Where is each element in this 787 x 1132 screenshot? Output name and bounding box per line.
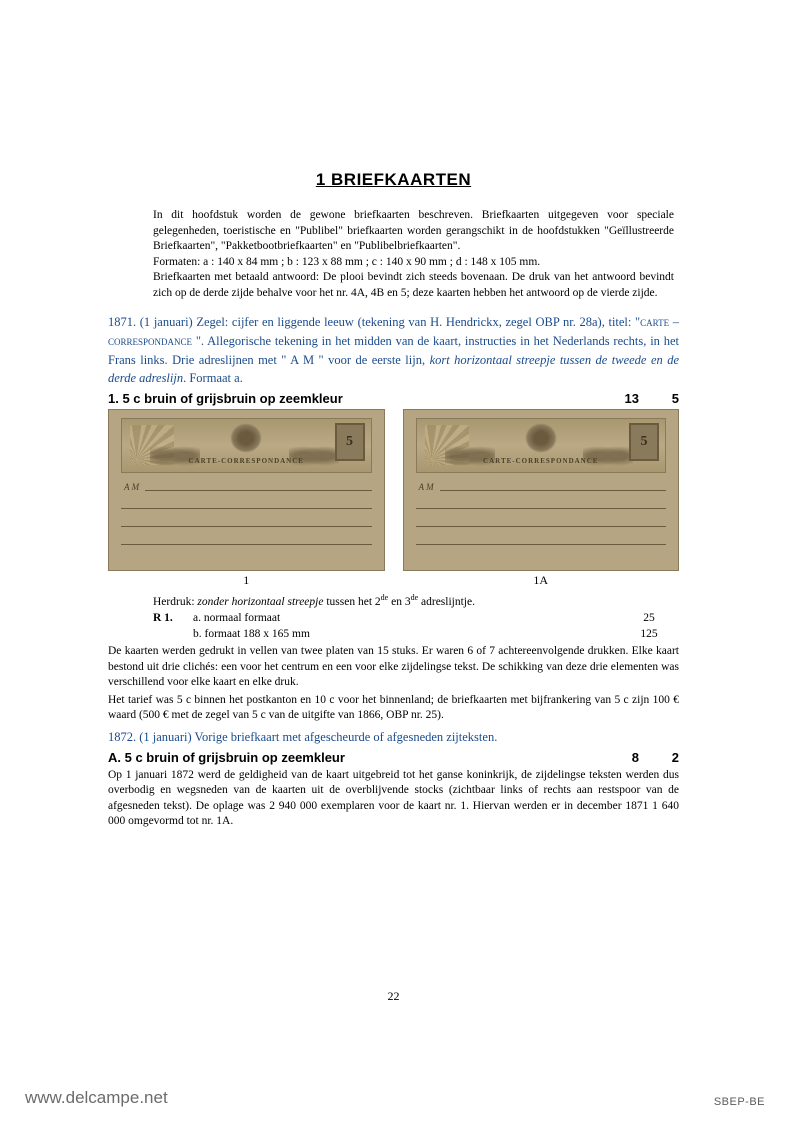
intro-p1: In dit hoofdstuk worden de gewone briefk… <box>153 208 674 255</box>
chapter-title: 1 BRIEFKAARTEN <box>108 170 679 190</box>
card-1-figures-left-icon <box>150 442 200 470</box>
section-1871-heading: 1871. (1 januari) Zegel: cijfer en ligge… <box>108 313 679 388</box>
card-1-line3 <box>121 526 372 527</box>
entry-1-num2: 5 <box>639 391 679 406</box>
para-tarif: Het tarief was 5 c binnen het postkanton… <box>108 693 679 724</box>
herdruk-rlabel: R 1. <box>153 610 193 626</box>
card-1a-caption: 1A <box>403 573 680 588</box>
para-after-cards: De kaarten werden gedrukt in vellen van … <box>108 644 679 691</box>
card-1a-header: 5 CARTE-CORRESPONDANCE <box>416 418 667 473</box>
card-1a-line1 <box>440 490 667 491</box>
card-image-1a: 5 CARTE-CORRESPONDANCE A M <box>403 409 680 571</box>
brand-label: SBEP-BE <box>714 1096 765 1108</box>
herdruk-b-text: b. formaat 188 x 165 mm <box>193 626 619 642</box>
herdruk-intro-c: en 3 <box>388 596 410 608</box>
heading-1871-p1: 1871. (1 januari) Zegel: cijfer en ligge… <box>108 315 640 329</box>
herdruk-intro-d: adreslijntje. <box>418 596 475 608</box>
watermark: www.delcampe.net <box>25 1088 168 1108</box>
card-1a-figures-right-icon <box>583 442 633 470</box>
cards-row: 5 CARTE-CORRESPONDANCE A M 1 <box>108 409 679 588</box>
card-1a-am-label: A M <box>419 482 434 492</box>
herdruk-row-b: b. formaat 188 x 165 mm 125 <box>153 626 679 642</box>
card-1-sidetext-right <box>375 418 382 562</box>
card-1a-banner-text: CARTE-CORRESPONDANCE <box>483 457 598 465</box>
card-1-line4 <box>121 544 372 545</box>
card-1a-figures-left-icon <box>445 442 495 470</box>
page-number: 22 <box>388 989 400 1004</box>
card-1-line2 <box>121 508 372 509</box>
herdruk-intro: Herdruk: zonder horizontaal streepje tus… <box>153 592 679 610</box>
entry-a-num2: 2 <box>639 750 679 765</box>
intro-block: In dit hoofdstuk worden de gewone briefk… <box>153 208 674 301</box>
card-1-header: 5 CARTE-CORRESPONDANCE <box>121 418 372 473</box>
entry-1-num1: 13 <box>589 391 639 406</box>
entry-a-label: A. 5 c bruin of grijsbruin op zeemkleur <box>108 750 589 765</box>
card-image-1: 5 CARTE-CORRESPONDANCE A M <box>108 409 385 571</box>
card-1-coat-of-arms-icon <box>230 423 262 453</box>
herdruk-a-val: 25 <box>619 610 679 626</box>
herdruk-a-text: a. normaal formaat <box>193 610 619 626</box>
card-1-figures-right-icon <box>289 442 339 470</box>
card-1-wrapper: 5 CARTE-CORRESPONDANCE A M 1 <box>108 409 385 588</box>
entry-a-num1: 8 <box>589 750 639 765</box>
herdruk-block: Herdruk: zonder horizontaal streepje tus… <box>153 592 679 642</box>
intro-p3: Briefkaarten met betaald antwoord: De pl… <box>153 270 674 301</box>
card-1a-line3 <box>416 526 667 527</box>
herdruk-intro-italic: zonder horizontaal streepje <box>197 596 323 608</box>
card-1-caption: 1 <box>108 573 385 588</box>
card-1-sidetext-left <box>111 418 118 562</box>
card-1a-line4 <box>416 544 667 545</box>
card-1-stamp-icon: 5 <box>335 423 365 461</box>
para-1872: Op 1 januari 1872 werd de geldigheid van… <box>108 768 679 830</box>
section-1872-heading: 1872. (1 januari) Vorige briefkaart met … <box>108 728 679 747</box>
heading-1871-p3: . Formaat a. <box>183 371 243 385</box>
herdruk-sup2: de <box>411 593 419 602</box>
entry-1-line: 1. 5 c bruin of grijsbruin op zeemkleur … <box>108 391 679 406</box>
intro-p2: Formaten: a : 140 x 84 mm ; b : 123 x 88… <box>153 255 674 271</box>
entry-a-line: A. 5 c bruin of grijsbruin op zeemkleur … <box>108 750 679 765</box>
entry-1-label: 1. 5 c bruin of grijsbruin op zeemkleur <box>108 391 589 406</box>
herdruk-b-val: 125 <box>619 626 679 642</box>
herdruk-intro-b: tussen het 2 <box>323 596 380 608</box>
card-1-banner-text: CARTE-CORRESPONDANCE <box>189 457 304 465</box>
card-1a-wrapper: 5 CARTE-CORRESPONDANCE A M 1A <box>403 409 680 588</box>
card-1a-coat-of-arms-icon <box>525 423 557 453</box>
card-1-line1 <box>145 490 372 491</box>
card-1a-line2 <box>416 508 667 509</box>
card-1a-stamp-icon: 5 <box>629 423 659 461</box>
card-1-am-label: A M <box>124 482 139 492</box>
herdruk-intro-a: Herdruk: <box>153 596 197 608</box>
herdruk-row-a: R 1. a. normaal formaat 25 <box>153 610 679 626</box>
